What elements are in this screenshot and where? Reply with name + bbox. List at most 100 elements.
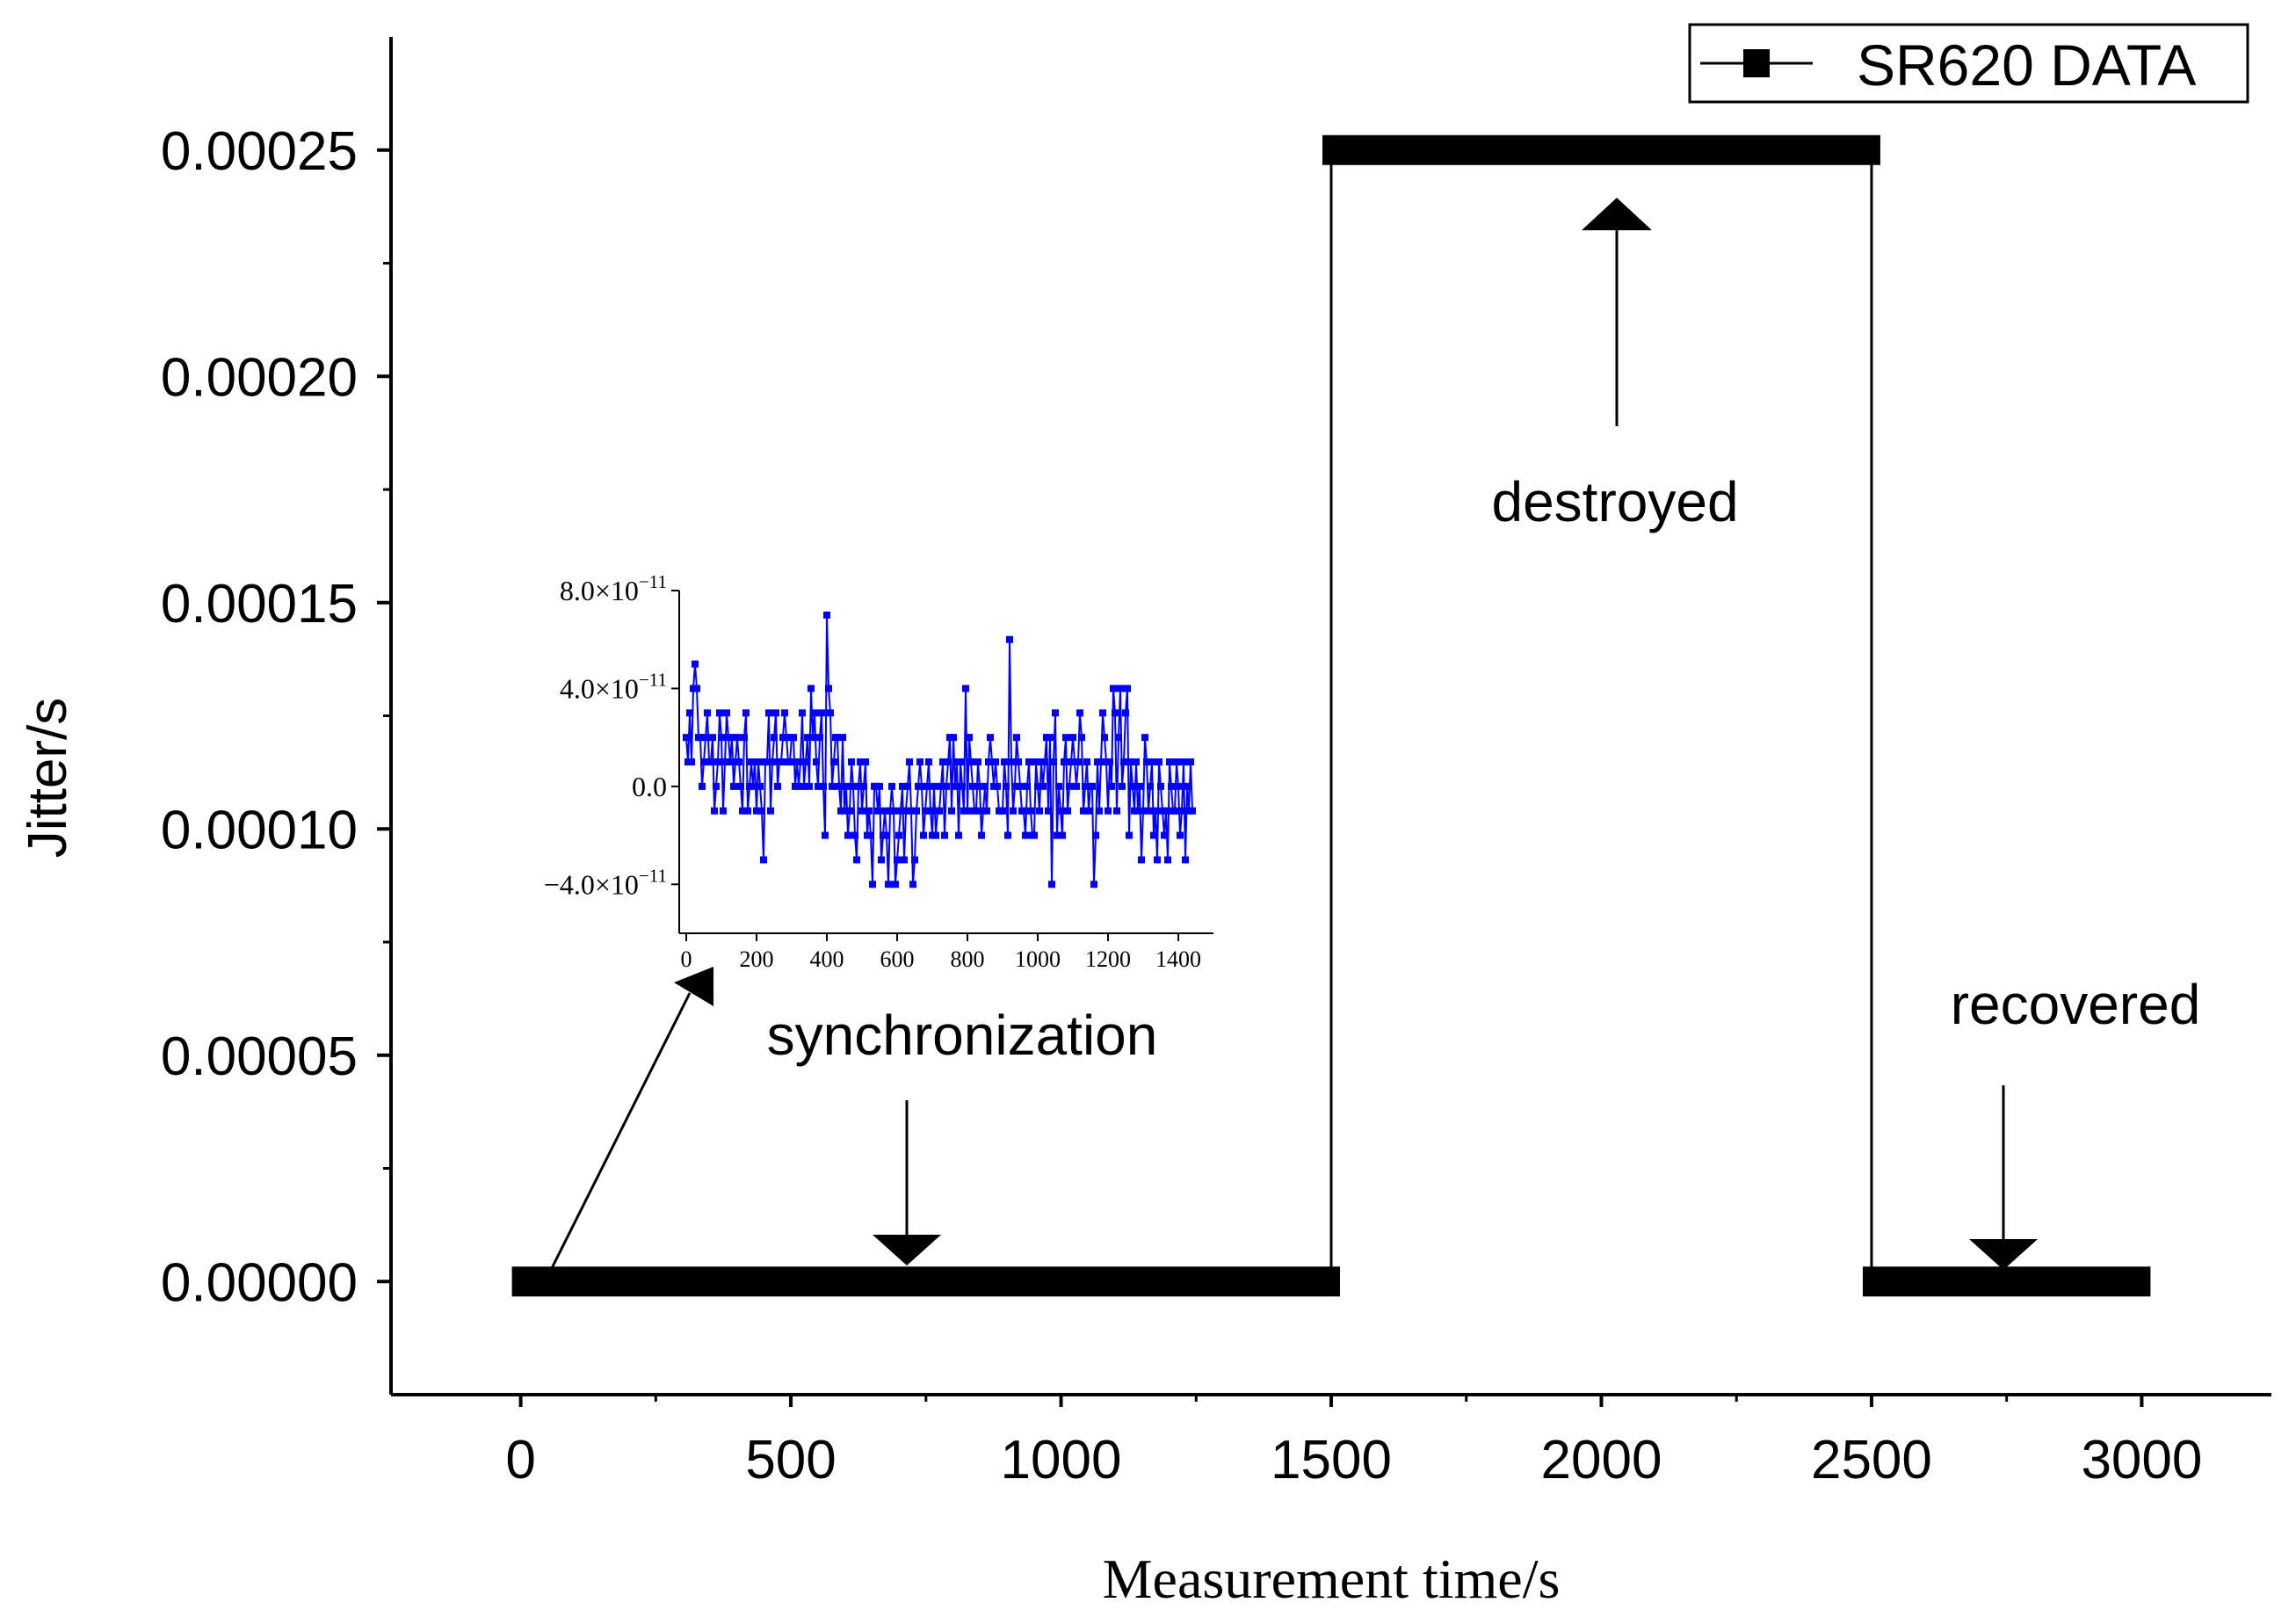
inset-pointer-shaft — [550, 992, 692, 1269]
inset-series-point — [797, 758, 804, 765]
inset-series-point — [1025, 758, 1032, 765]
inset-series-point — [744, 807, 751, 815]
inset-series-point — [957, 758, 964, 765]
inset-series-point — [1034, 782, 1041, 790]
inset-series-point — [811, 709, 818, 717]
inset-series-point — [904, 782, 911, 790]
inset-series-point — [702, 734, 709, 742]
inset-series-point — [1168, 782, 1175, 790]
inset-series-point — [955, 831, 962, 839]
main-y-tick-label: 0.00000 — [161, 1252, 358, 1313]
inset-series-point — [769, 758, 776, 765]
inset-series-point — [895, 831, 902, 839]
inset-series-point — [790, 734, 797, 742]
inset-series-point — [1122, 709, 1129, 717]
inset-series-point — [851, 831, 858, 839]
inset-series-point — [1115, 734, 1122, 742]
inset-series-point — [950, 734, 957, 742]
inset-series-point — [1106, 758, 1113, 765]
main-x-tick-label: 500 — [745, 1430, 836, 1490]
inset-series-point — [808, 685, 815, 692]
inset-series-point — [750, 782, 757, 790]
annotation-synchronization: synchronization — [767, 1004, 1158, 1067]
inset-series-point — [1162, 807, 1170, 815]
inset-series-point — [730, 782, 737, 790]
inset-series-point — [974, 758, 981, 765]
inset-x-ticks: 0 200 400 600 800 1000 1200 1400 — [681, 933, 1201, 972]
inset-series-point — [1073, 782, 1080, 790]
main-x-tick-label: 1000 — [1001, 1430, 1122, 1490]
inset-series-point — [1182, 856, 1189, 864]
inset-series-point — [860, 782, 867, 790]
inset-series-point — [1085, 807, 1092, 815]
inset-series-point — [969, 782, 976, 790]
inset-series-point — [836, 782, 843, 790]
inset-series-point — [1003, 782, 1010, 790]
inset-series-point — [1112, 709, 1119, 717]
inset-series-point — [841, 807, 848, 815]
inset-series-point — [1127, 758, 1134, 765]
inset-series-point — [1101, 734, 1108, 742]
inset-series-line — [685, 614, 1193, 885]
inset-series-point — [1090, 881, 1097, 888]
inset-series-point — [1076, 709, 1083, 717]
inset-series-point — [866, 807, 873, 815]
inset-series-point — [1010, 807, 1017, 815]
inset-series-point — [823, 611, 830, 619]
synchronization-arrow-head — [873, 1235, 941, 1265]
inset-series-point — [966, 734, 973, 742]
inset-series-point — [959, 782, 966, 790]
inset-series-point — [688, 758, 695, 765]
inset-series-point — [899, 782, 906, 790]
inset-series-point — [825, 685, 832, 692]
inset-x-tick-label: 1400 — [1155, 946, 1201, 972]
inset-series-point — [1126, 831, 1133, 839]
inset-series-point — [1041, 758, 1048, 765]
inset-x-tick-label: 400 — [810, 946, 844, 972]
inset-series-point — [1069, 734, 1076, 742]
inset-series-point — [890, 807, 897, 815]
inset-series-point — [848, 758, 855, 765]
inset-series-point — [704, 709, 711, 717]
inset-series-point — [1089, 782, 1096, 790]
inset-series-point — [1178, 807, 1185, 815]
inset-series-point — [948, 807, 955, 815]
inset-series-point — [1092, 831, 1099, 839]
inset-series-point — [1154, 856, 1161, 864]
inset-series-point — [1113, 807, 1120, 815]
inset-series-point — [711, 807, 718, 815]
inset-series-point — [1147, 782, 1154, 790]
inset-series-point — [1062, 734, 1069, 742]
inset-series-point — [878, 856, 885, 864]
inset-series-point — [699, 782, 706, 790]
inset-series-point — [697, 734, 704, 742]
inset-series-point — [820, 782, 827, 790]
inset-series-point — [855, 782, 862, 790]
inset-series-point — [862, 758, 869, 765]
inset-series-point — [786, 758, 793, 765]
inset-series-point — [908, 807, 915, 815]
inset-series-point — [962, 685, 969, 692]
inset-series-point — [978, 831, 985, 839]
inset-series-point — [1057, 807, 1064, 815]
inset-series-point — [758, 807, 765, 815]
inset-y-ticks: −4.0×10−11 0.0 4.0×10−11 8.0×10−11 — [544, 571, 679, 900]
inset-series-point — [1036, 807, 1043, 815]
recovered-arrow-head — [1969, 1239, 2038, 1270]
y-axis-title: Jitter/s — [18, 698, 78, 859]
inset-series-point — [834, 734, 841, 742]
inset-series-point — [941, 831, 948, 839]
inset-series-point — [1189, 807, 1196, 815]
inset-series-point — [1177, 831, 1184, 839]
inset-series-point — [1134, 807, 1141, 815]
inset-series-point — [767, 807, 774, 815]
inset-y-tick-label: 0.0 — [632, 771, 667, 802]
inset-series-point — [911, 856, 918, 864]
inset-series-point — [1119, 782, 1126, 790]
inset-series-point — [902, 807, 909, 815]
inset-series-point — [1187, 758, 1194, 765]
inset-series-point — [829, 782, 836, 790]
inset-series-point — [1075, 758, 1082, 765]
legend-label: SR620 DATA — [1857, 33, 2196, 98]
inset-series-point — [1011, 782, 1018, 790]
